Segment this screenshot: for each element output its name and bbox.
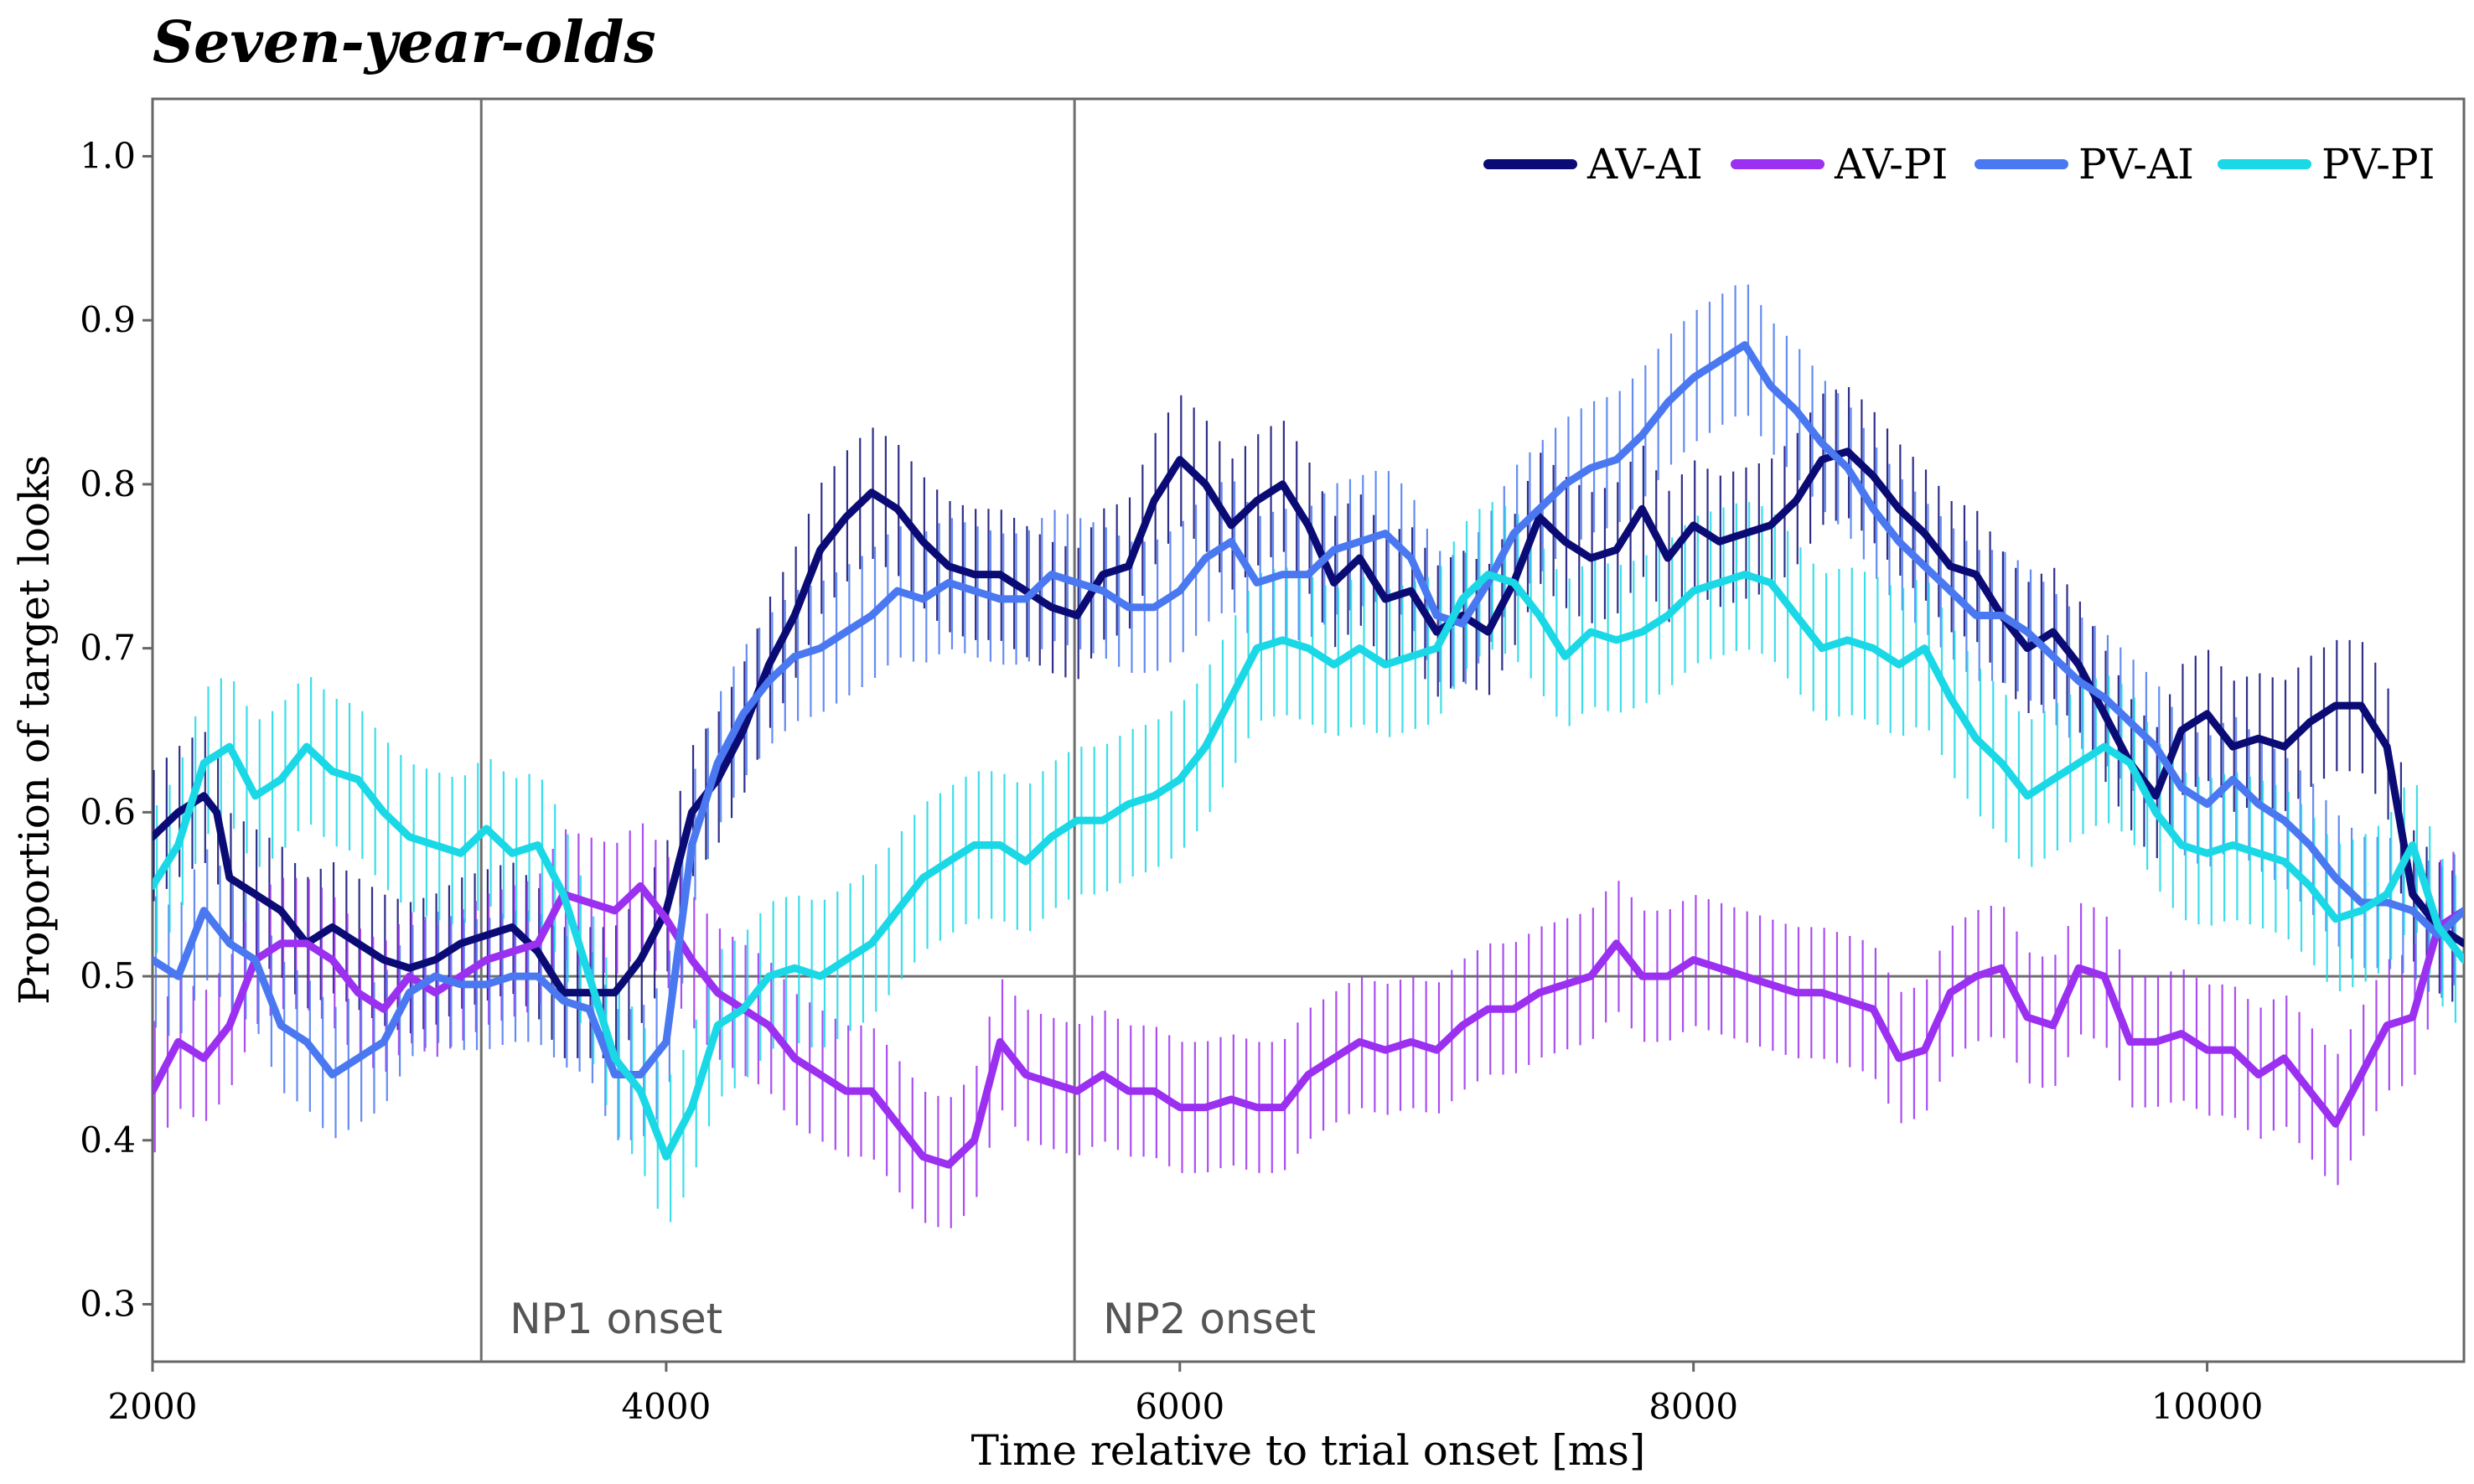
x-tick-label: 2000	[108, 1386, 198, 1427]
legend-label-av-ai: AV-AI	[1586, 140, 1703, 189]
y-tick-label: 0.4	[80, 1119, 136, 1161]
legend: AV-AI AV-PI PV-AI PV-PI	[1483, 140, 2435, 189]
x-tick-label: 4000	[621, 1386, 711, 1427]
onset-label-1: NP1 onset	[510, 1295, 722, 1343]
x-axis-label: Time relative to trial onset [ms]	[971, 1426, 1646, 1475]
series-line-av-ai	[153, 447, 2464, 997]
series-line-pv-ai	[153, 341, 2464, 1078]
error-bars-pv-ai	[154, 284, 2456, 1140]
series-lines	[153, 341, 2464, 1169]
x-tick-label: 6000	[1135, 1386, 1224, 1427]
y-tick-label: 1.0	[80, 136, 136, 177]
series-line-pv-pi	[153, 571, 2464, 1161]
y-tick-label: 0.7	[80, 628, 136, 669]
legend-label-pv-ai: PV-AI	[2078, 140, 2194, 189]
error-bars	[153, 284, 2456, 1228]
onset-label-2: NP2 onset	[1103, 1295, 1316, 1343]
y-axis-label: Proportion of target looks	[10, 455, 59, 1005]
plot-area	[151, 97, 2466, 1363]
series-line-av-pi	[153, 882, 2464, 1169]
y-tick-label: 0.6	[80, 791, 136, 832]
x-axis: 2000 4000 6000 8000 10000	[108, 1362, 2264, 1427]
x-tick-label: 8000	[1648, 1386, 1738, 1427]
y-axis: 0.3 0.4 0.5 0.6 0.7 0.8 0.9 1.0	[80, 136, 153, 1325]
annotations: NP1 onset NP2 onset	[510, 1295, 1316, 1343]
x-tick-label: 10000	[2151, 1386, 2264, 1427]
plot-frame	[151, 97, 2466, 1363]
y-tick-label: 0.8	[80, 463, 136, 504]
legend-label-av-pi: AV-PI	[1834, 140, 1948, 189]
y-tick-label: 0.3	[80, 1284, 136, 1325]
y-tick-label: 0.9	[80, 299, 136, 340]
legend-label-pv-pi: PV-PI	[2321, 140, 2435, 189]
chart-title: Seven-year-olds	[153, 9, 656, 76]
y-tick-label: 0.5	[80, 955, 136, 996]
